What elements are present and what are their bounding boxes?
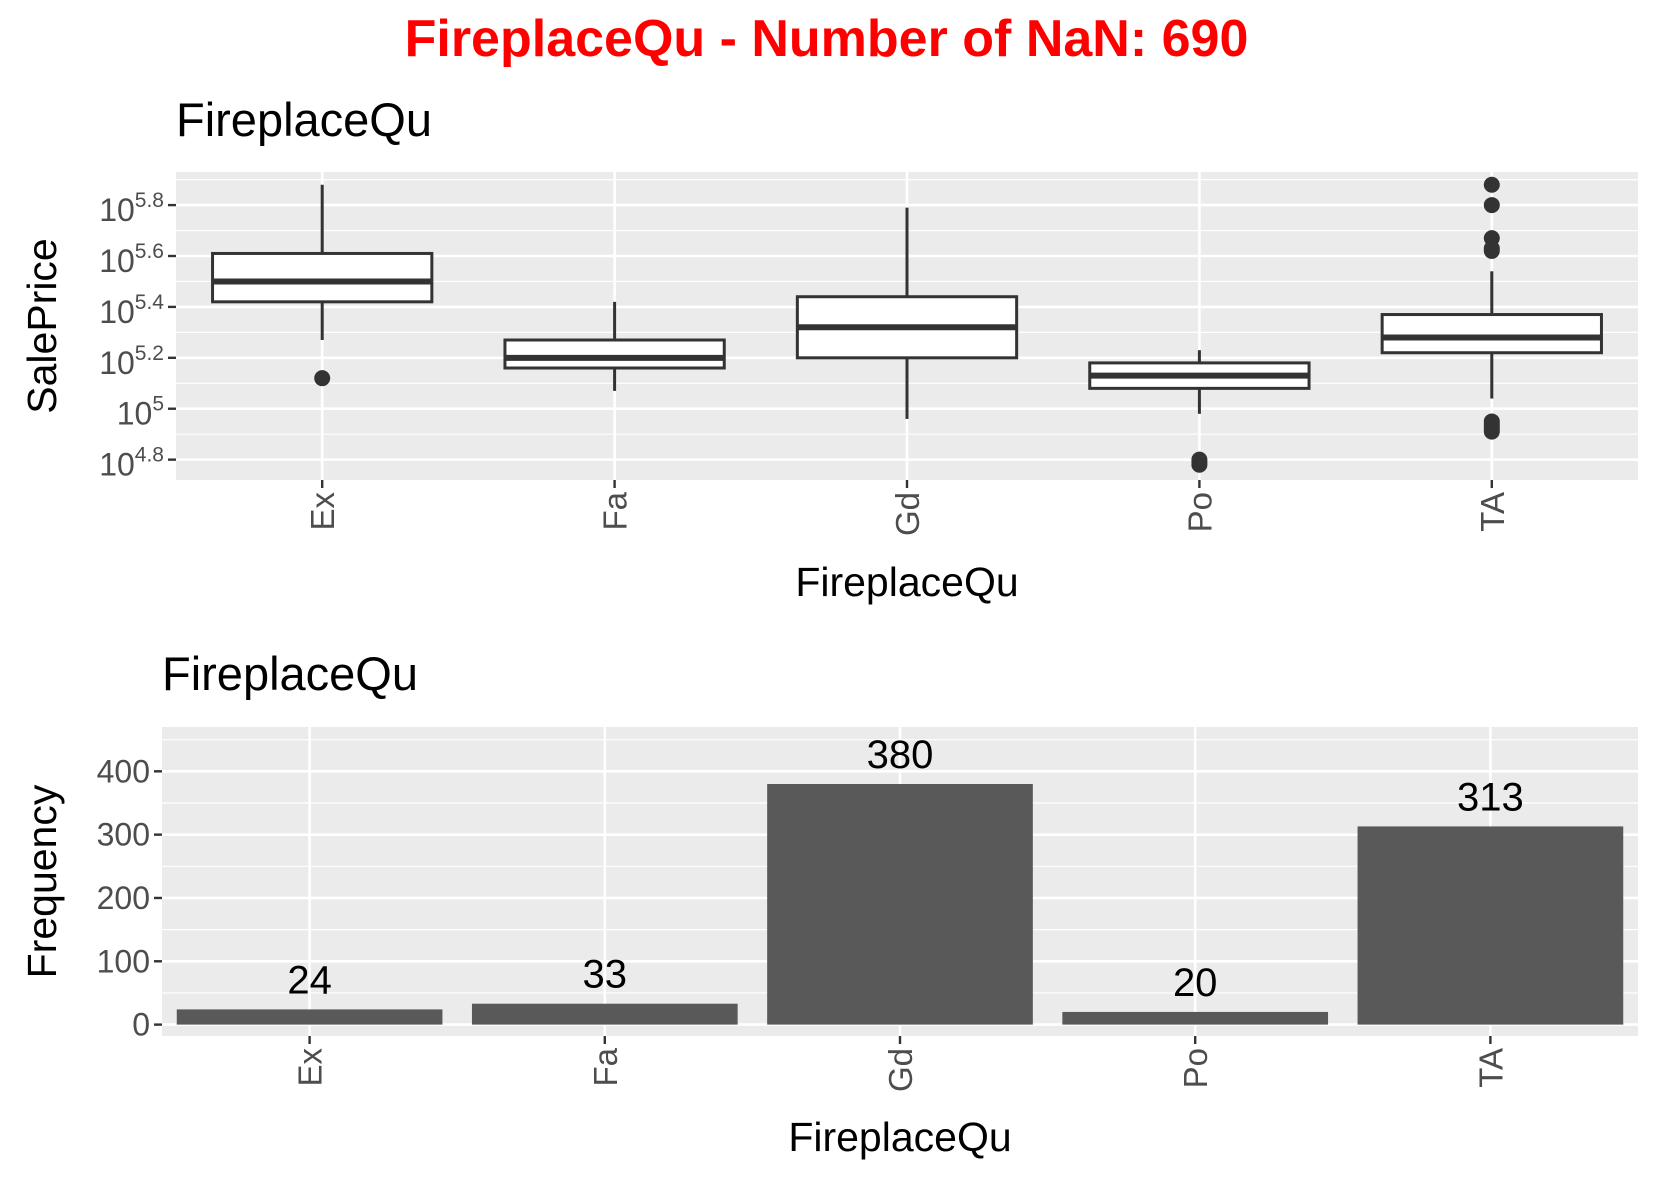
boxplot-iqr-box xyxy=(211,251,434,304)
boxplot-title: FireplaceQu xyxy=(176,93,432,146)
boxplot-x-tick-label: Fa xyxy=(597,491,634,530)
bar-chart-title: FireplaceQu xyxy=(162,647,418,700)
boxplot-outlier-point xyxy=(1483,176,1500,193)
boxplot-iqr-box xyxy=(1380,313,1603,355)
bar-x-tick-label: Ex xyxy=(292,1048,329,1087)
bar-data-label: 313 xyxy=(1457,775,1524,819)
bar-chart-panel: 0 100 200 300 400 24 Ex 33 Fa 380 Gd 20 Po 313 TA Firep… xyxy=(19,727,1638,1160)
bar-Po xyxy=(1062,1011,1329,1025)
bar-y-tick-label: 400 xyxy=(97,753,150,789)
boxplot-x-tick-label: TA xyxy=(1474,492,1511,532)
boxplot-y-tick-label: 105.8 xyxy=(99,189,164,228)
bar-Fa xyxy=(471,1003,738,1025)
boxplot-panel: 104.8 105 105.2 105.4 105.6 105.8 Ex Fa Gd Po TA Fi… xyxy=(19,172,1638,605)
boxplot-y-tick-label: 105 xyxy=(117,393,164,432)
bar-data-label: 20 xyxy=(1173,961,1218,1005)
boxplot-box-Gd xyxy=(795,207,1019,419)
boxplot-x-tick-label: Ex xyxy=(304,492,341,531)
bar-y-tick-label: 100 xyxy=(97,943,150,979)
boxplot-y-tick-label: 105.4 xyxy=(99,291,164,330)
bar-y-axis-title: Frequency xyxy=(19,784,65,978)
bar-x-tick-label: TA xyxy=(1472,1048,1509,1088)
bar-x-tick-label: Gd xyxy=(882,1048,919,1092)
boxplot-x-axis-title: FireplaceQu xyxy=(795,559,1018,605)
boxplot-x-tick-label: Gd xyxy=(889,492,926,536)
bar-TA xyxy=(1357,826,1624,1025)
boxplot-iqr-box xyxy=(503,338,726,370)
bar-Ex xyxy=(176,1009,443,1025)
boxplot-y-axis-title: SalePrice xyxy=(19,238,65,413)
figure-title: FireplaceQu - Number of NaN: 690 xyxy=(404,10,1249,68)
boxplot-box-Ex xyxy=(211,184,434,387)
bar-x-tick-label: Fa xyxy=(587,1047,624,1086)
bar-y-tick-label: 300 xyxy=(97,817,150,853)
bar-Gd xyxy=(767,783,1033,1025)
bar-data-label: 24 xyxy=(287,958,332,1002)
boxplot-x-tick-label: Po xyxy=(1181,492,1218,532)
boxplot-y-tick-label: 104.8 xyxy=(99,444,164,483)
bar-x-tick-label: Po xyxy=(1177,1048,1214,1088)
boxplot-outlier-point xyxy=(1483,413,1500,430)
boxplot-outlier-point xyxy=(1191,451,1208,468)
boxplot-y-tick-label: 105.2 xyxy=(99,342,164,381)
bar-data-label: 33 xyxy=(583,953,628,997)
bar-x-axis-title: FireplaceQu xyxy=(788,1114,1011,1160)
boxplot-box-TA xyxy=(1380,176,1603,440)
boxplot-box-Po xyxy=(1088,350,1311,473)
bar-y-tick-label: 200 xyxy=(97,880,150,916)
boxplot-y-tick-label: 105.6 xyxy=(99,240,164,279)
boxplot-outlier-point xyxy=(314,370,331,387)
bar-y-tick-label: 0 xyxy=(132,1007,150,1043)
boxplot-outlier-point xyxy=(1483,230,1500,247)
bar-data-label: 380 xyxy=(867,733,934,777)
boxplot-outlier-point xyxy=(1483,197,1500,214)
boxplot-box-Fa xyxy=(503,301,726,391)
